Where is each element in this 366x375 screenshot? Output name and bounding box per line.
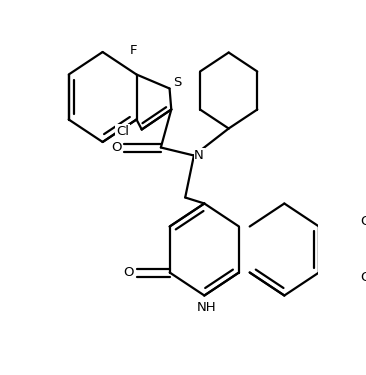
Text: O: O: [361, 271, 366, 284]
Text: O: O: [111, 141, 122, 154]
Text: N: N: [194, 149, 204, 162]
Text: S: S: [173, 76, 182, 89]
Text: O: O: [124, 266, 134, 279]
Text: F: F: [129, 44, 137, 57]
Text: Cl: Cl: [116, 125, 129, 138]
Text: NH: NH: [197, 301, 217, 314]
Text: O: O: [361, 215, 366, 228]
